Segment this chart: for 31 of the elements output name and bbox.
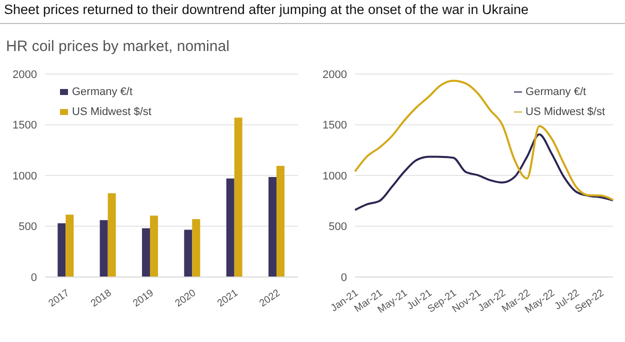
chart-subtitle: HR coil prices by market, nominal [6,38,230,55]
chart-title: Sheet prices returned to their downtrend after jumping at the onset of the war in Ukraine [4,2,529,17]
y-tick-label: 0 [340,272,347,284]
y-tick-label: 1000 [322,170,347,182]
bar [100,220,108,277]
line-series [354,133,614,212]
bar [226,178,234,277]
bar [108,193,116,277]
y-tick-label: 2000 [12,68,37,81]
y-tick-label: 500 [328,221,347,234]
y-tick-label: 500 [18,221,37,234]
legend-label: US Midwest $/st [72,106,152,118]
bar [142,228,150,277]
y-tick-label: 1000 [12,170,37,182]
bar [58,223,66,277]
y-tick-label: 1500 [322,120,347,132]
bar [268,177,276,277]
legend-label: Germany €/t [526,86,586,98]
bar [192,219,200,277]
bar [234,118,242,277]
y-tick-label: 1500 [12,120,37,132]
legend-label: Germany €/t [72,86,133,98]
legend-label: US Midwest $/st [526,106,605,118]
bar [276,166,284,277]
bar [150,216,158,277]
bar [184,230,192,277]
x-tick-label: 2021 [216,287,240,310]
line-series [354,80,614,201]
y-tick-label: 2000 [322,68,347,81]
bar [66,214,74,277]
y-tick-label: 0 [30,272,37,284]
